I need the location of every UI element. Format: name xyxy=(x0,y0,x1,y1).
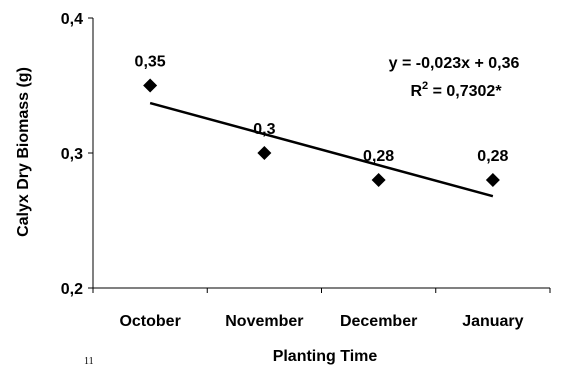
trendline-equation: y = -0,023x + 0,36 xyxy=(389,55,520,72)
r-squared-value: = 0,7302* xyxy=(428,83,502,100)
data-point-marker xyxy=(371,173,386,187)
x-tick-label: October xyxy=(119,313,180,330)
data-point-marker xyxy=(143,78,158,93)
trendline xyxy=(149,101,494,198)
data-point-marker xyxy=(257,146,272,160)
r-squared-prefix: R xyxy=(410,83,422,100)
data-label: 0,28 xyxy=(477,148,508,165)
data-label: 0,3 xyxy=(253,121,275,138)
y-tick-label: 0,3 xyxy=(61,146,83,163)
y-axis-title: Calyx Dry Biomass (g) xyxy=(15,67,32,237)
r-squared-label: R2 = 0,7302* xyxy=(410,80,502,100)
x-tick-label: November xyxy=(225,313,303,330)
data-label: 0,35 xyxy=(135,54,166,71)
x-tick-label: January xyxy=(462,313,523,330)
r-squared-superscript: 2 xyxy=(422,80,428,92)
x-axis-title: Planting Time xyxy=(273,348,378,365)
plot-area: 0,2 0,3 0,4 October November December January 0… xyxy=(61,11,551,330)
x-tick-label: December xyxy=(340,313,417,330)
y-tick-label: 0,4 xyxy=(61,11,83,28)
data-point-marker xyxy=(485,173,500,187)
data-label: 0,28 xyxy=(363,148,394,165)
y-tick-label: 0,2 xyxy=(61,281,83,298)
stray-mark: 11 xyxy=(84,356,94,367)
